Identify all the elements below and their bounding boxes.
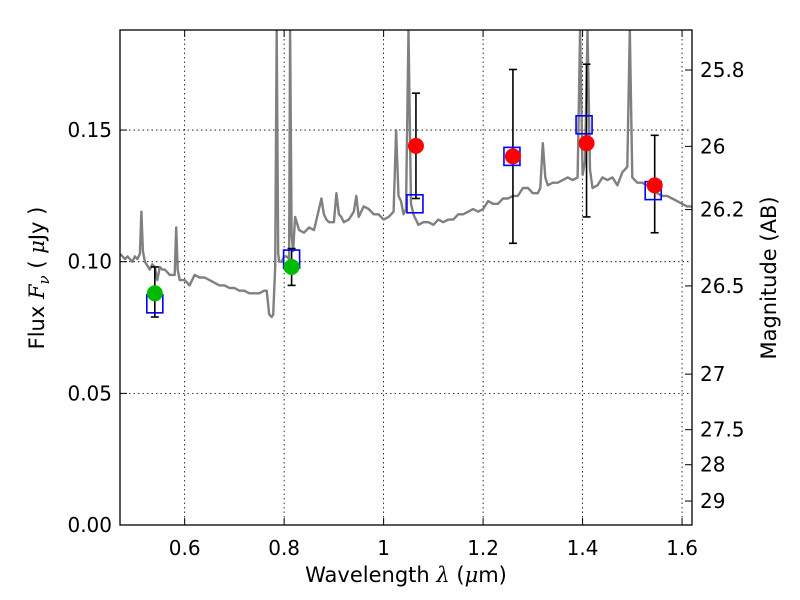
y2-tick-label: 26.2 [700,198,745,222]
observed-flux-point [283,258,300,275]
x-tick-label: 0.8 [268,536,300,560]
observed-flux-point [578,135,595,152]
data-layer [120,30,692,319]
y-axis-label: Flux Fν ( μJy ) [25,207,53,350]
x-axis-label-symbol: λ [435,563,449,587]
y-axis-label-subscript: ν [35,275,53,284]
y-axis-label-mu: μ [25,240,49,254]
y-axis-label-unit: Jy ) [25,207,49,243]
axis-ticks: 0.6 0.8 1 1.2 1.4 1.6 0.00 0.05 0.10 0.15 25.8 26 26… [67,30,745,560]
spectrum-line [120,30,692,319]
x-axis-label-unit: m) [478,563,507,587]
x-axis-label: Wavelength λ (μm) [305,563,507,587]
observed-flux-point [504,148,521,165]
y2-tick-label: 27 [700,362,725,386]
observed-flux-point [646,177,663,194]
y2-tick-label: 26 [700,134,725,158]
observed-flux-point [146,285,163,302]
y2-tick-label: 28 [700,453,725,477]
marker-layer [146,63,663,318]
x-axis-label-mu: μ [465,563,479,587]
y-axis-label-open: ( [25,254,49,276]
y-tick-label: 0.00 [67,513,112,537]
x-tick-label: 1.6 [666,536,698,560]
y2-tick-label: 27.5 [700,418,745,442]
x-tick-label: 1.4 [567,536,599,560]
x-axis-label-open: ( [450,563,465,587]
model-flux-square [575,114,593,135]
y-tick-label: 0.15 [67,118,112,142]
y-tick-label: 0.05 [67,381,112,405]
y2-tick-label: 29 [700,489,725,513]
y2-tick-label: 25.8 [700,58,745,82]
x-tick-label: 0.6 [169,536,201,560]
x-tick-label: 1 [377,536,390,560]
x-tick-label: 1.2 [467,536,499,560]
observed-flux-point [407,137,424,154]
y-axis-label-prefix: Flux [25,299,49,349]
y2-tick-label: 26.5 [700,274,745,298]
x-axis-label-prefix: Wavelength [305,563,436,587]
y-axis-label-symbol: F [25,283,49,300]
grid-lines [120,30,692,526]
plot-frame [119,29,693,526]
model-flux-square [406,193,424,214]
y-tick-label: 0.10 [67,250,112,274]
plot-background [120,30,692,525]
y2-axis-label: Magnitude (AB) [757,196,781,359]
